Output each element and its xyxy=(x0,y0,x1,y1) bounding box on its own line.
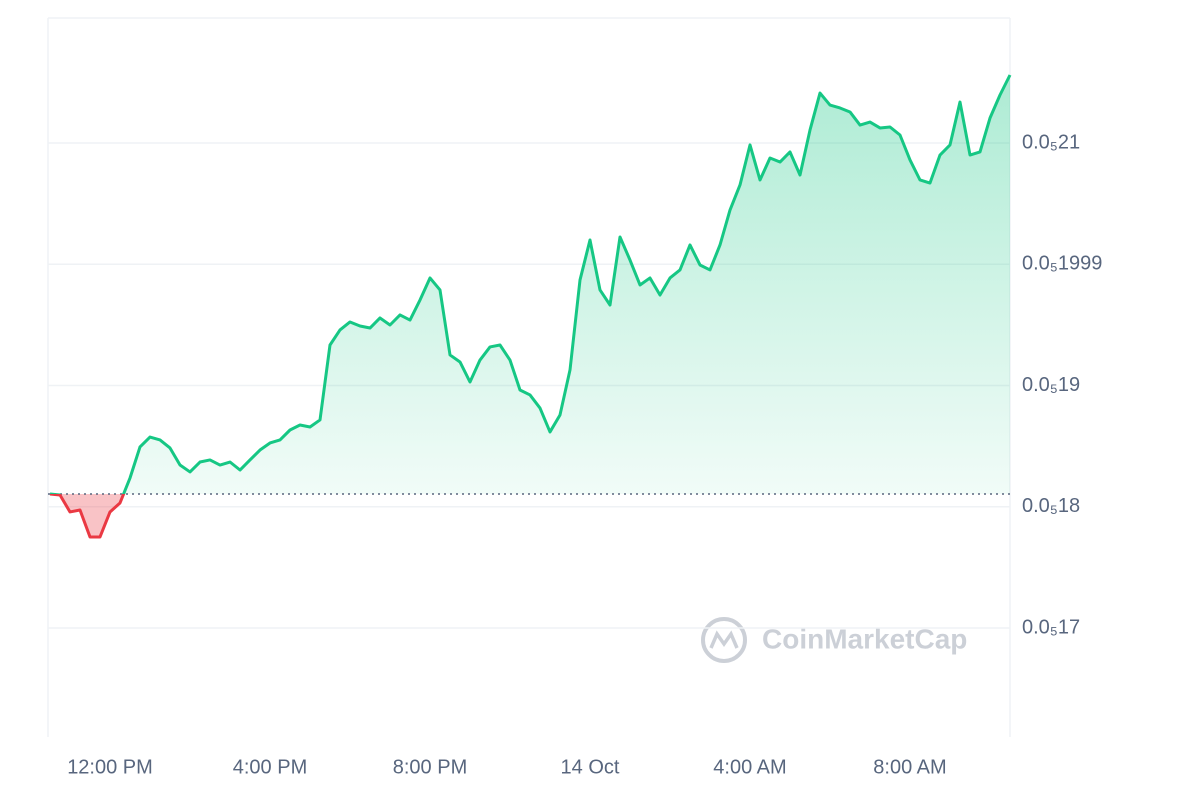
y-tick-label: 0.0₅17 xyxy=(1022,616,1080,638)
x-tick-label: 8:00 PM xyxy=(393,756,467,778)
y-tick-label: 0.0₅19 xyxy=(1022,374,1080,396)
line-up xyxy=(49,74,1012,495)
x-tick-label: 12:00 PM xyxy=(67,756,153,778)
x-tick-label: 8:00 AM xyxy=(873,756,946,778)
x-tick-label: 14 Oct xyxy=(561,756,620,778)
area-up xyxy=(50,74,1010,495)
x-tick-label: 4:00 AM xyxy=(713,756,786,778)
y-tick-label: 0.0₅21 xyxy=(1022,131,1080,153)
y-tick-label: 0.0₅1999 xyxy=(1022,253,1102,275)
area-down xyxy=(50,494,124,537)
x-tick-label: 4:00 PM xyxy=(233,756,307,778)
y-tick-label: 0.0₅18 xyxy=(1022,495,1080,517)
watermark: CoinMarketCap xyxy=(701,617,967,663)
